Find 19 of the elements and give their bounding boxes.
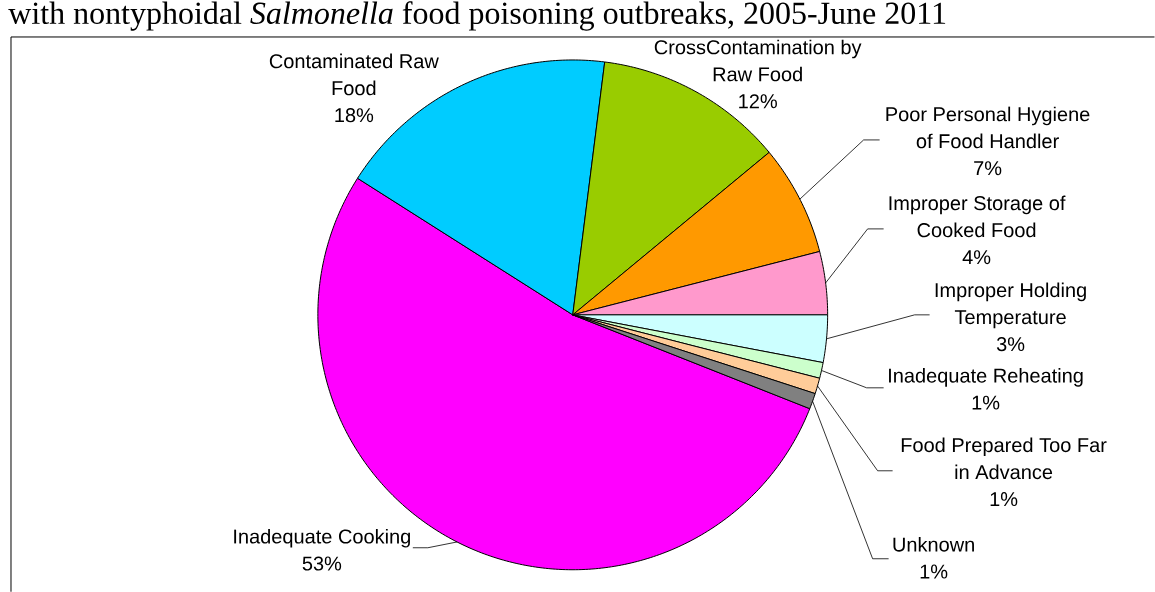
slice-label: Inadequate Reheating	[889, 367, 1083, 387]
data-label: 12%	[739, 94, 777, 109]
slice-label: Contaminated Raw Food	[269, 53, 439, 96]
data-label: 1%	[920, 564, 948, 579]
slice-label: CrossContamination by Raw Food	[654, 39, 862, 82]
slice-label: Inadequate Cooking	[234, 528, 410, 548]
data-label: 7%	[974, 161, 1002, 176]
slice-label: Improper Storage of Cooked Food	[889, 195, 1066, 238]
data-label: 4%	[962, 250, 991, 265]
data-label: 1%	[990, 491, 1018, 506]
chart-title: with nontyphoidal Salmonella food poisoning outbreaks, 2005-June 2011	[8, 1, 946, 31]
slice-label: Improper Holding Temperature	[935, 282, 1086, 329]
data-label: 3%	[996, 336, 1025, 352]
slice-label: Food Prepared Too Far in Advance	[901, 437, 1107, 480]
data-label: 1%	[972, 395, 1000, 410]
data-label: 18%	[335, 108, 374, 123]
data-label: 53%	[302, 556, 342, 571]
slice-label: Unknown	[893, 536, 974, 552]
slice-label: Poor Personal Hygiene of Food Handler	[886, 106, 1090, 149]
